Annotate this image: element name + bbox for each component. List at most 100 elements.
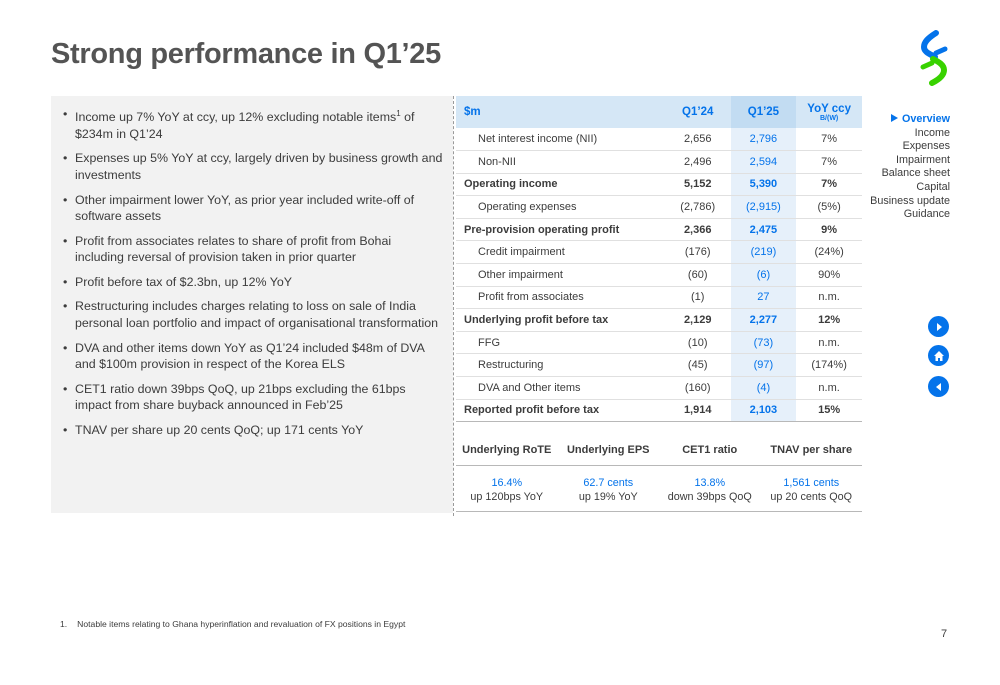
home-button[interactable] [928, 345, 949, 366]
row-label: Operating income [456, 172, 665, 197]
row-label: Other impairment [456, 263, 665, 287]
nav-item-income[interactable]: Income [914, 126, 950, 139]
panel-divider [453, 96, 454, 516]
cell-q125: 5,390 [730, 172, 797, 197]
kpi-strip: Underlying RoTE Underlying EPS CET1 rati… [456, 434, 862, 512]
cell-q124: (2,786) [664, 195, 731, 219]
nav-item-overview[interactable]: Overview [870, 113, 950, 127]
table-row: Credit impairment (176) (219) (24%) [456, 240, 862, 265]
nav-item-business-update[interactable]: Business update [870, 194, 950, 207]
table-row: Operating expenses (2,786) (2,915) (5%) [456, 195, 862, 219]
cell-yoy: 15% [796, 398, 862, 423]
commentary-panel: • Income up 7% YoY at ccy, up 12% excludi… [51, 96, 453, 513]
kpi-cell: 1,561 cents up 20 cents QoQ [761, 476, 863, 504]
cell-q125: 2,475 [730, 217, 797, 242]
cell-q125: 2,103 [730, 398, 797, 423]
bullet-item: • Profit from associates relates to share… [63, 233, 392, 265]
nav-item-balance-sheet[interactable]: Balance sheet [881, 167, 950, 180]
header-currency: $m [456, 96, 665, 128]
table-header-row: $m Q1’24 Q1’25 YoY ccy B/(W) [456, 96, 862, 128]
nav-item-expenses[interactable]: Expenses [902, 140, 950, 153]
cell-q125: 27 [730, 286, 797, 310]
kpi-sub: up 19% YoY [578, 491, 638, 503]
table-row: DVA and Other items (160) (4) n.m. [456, 376, 862, 400]
kpi-header-row: Underlying RoTE Underlying EPS CET1 rati… [456, 434, 862, 466]
bank-logo [920, 30, 948, 86]
header-q124: Q1’24 [664, 96, 731, 128]
kpi-values-row: 16.4% up 120bps YoY 62.7 cents up 19% YoY … [456, 466, 862, 504]
cell-yoy: (24%) [796, 240, 862, 265]
kpi-label: Underlying EPS [566, 444, 650, 456]
kpi-cell: 13.8% down 39bps QoQ [659, 476, 761, 504]
cell-q124: (176) [664, 240, 731, 265]
cell-yoy: 7% [796, 172, 862, 197]
cell-yoy: 12% [796, 308, 862, 332]
header-yoy: YoY ccy B/(W) [796, 96, 862, 128]
row-label: Pre-provision operating profit [456, 217, 665, 242]
row-label: Non-NII [456, 150, 665, 174]
table-row: Restructuring (45) (97) (174%) [456, 353, 862, 378]
nav-item-capital[interactable]: Capital [916, 180, 950, 193]
bullet-item: • Profit before tax of $2.3bn, up 12% YoY [63, 274, 292, 289]
bullet-item: • CET1 ratio down 39bps QoQ, up 21bps exc… [63, 381, 406, 413]
section-nav: Overview Income Expenses Impairment Bala… [870, 113, 950, 222]
cell-yoy: n.m. [796, 331, 862, 355]
cell-yoy: 7% [796, 128, 862, 152]
previous-slide-button[interactable] [928, 376, 949, 397]
cell-yoy: 9% [796, 217, 862, 242]
bullet-item: • Income up 7% YoY at ccy, up 12% excludi… [63, 107, 415, 141]
cell-q124: (1) [664, 286, 731, 310]
row-label: Restructuring [456, 353, 665, 378]
table-row: Reported profit before tax 1,914 2,103 15% [456, 398, 862, 423]
table-row: Net interest income (NII) 2,656 2,796 7% [456, 128, 862, 152]
kpi-value: 1,561 cents [783, 477, 840, 489]
cell-yoy: n.m. [796, 376, 862, 400]
kpi-cell: 62.7 cents up 19% YoY [558, 476, 660, 504]
row-label: FFG [456, 331, 665, 355]
bullet-item: • DVA and other items down YoY as Q1’24 i… [63, 340, 425, 372]
bullet-item: • Restructuring includes charges relating… [63, 299, 438, 331]
table-row: Other impairment (60) (6) 90% [456, 263, 862, 287]
nav-item-impairment[interactable]: Impairment [895, 153, 950, 166]
cell-q125: (97) [730, 353, 797, 378]
kpi-value: 16.4% [491, 477, 523, 489]
cell-q125: (6) [730, 263, 797, 287]
page-number: 7 [941, 628, 948, 640]
table-row: Pre-provision operating profit 2,366 2,475… [456, 217, 862, 242]
cell-yoy: 90% [796, 263, 862, 287]
nav-item-guidance[interactable]: Guidance [903, 208, 950, 221]
table-row: Underlying profit before tax 2,129 2,277 12… [456, 308, 862, 332]
kpi-cell: 16.4% up 120bps YoY [456, 476, 558, 504]
next-arrow-icon [936, 322, 942, 331]
cell-q124: 2,656 [664, 128, 731, 152]
cell-yoy: n.m. [796, 286, 862, 310]
row-label: Profit from associates [456, 286, 665, 310]
table-row: FFG (10) (73) n.m. [456, 331, 862, 355]
cell-q125: (4) [730, 376, 797, 400]
table-row: Non-NII 2,496 2,594 7% [456, 150, 862, 174]
row-label: Operating expenses [456, 195, 665, 219]
cell-q124: 2,129 [664, 308, 731, 332]
kpi-value: 62.7 cents [583, 477, 634, 489]
cell-q124: (160) [664, 376, 731, 400]
income-statement-table: $m Q1’24 Q1’25 YoY ccy B/(W) Net interest… [456, 96, 862, 423]
kpi-label: CET1 ratio [682, 444, 738, 456]
cell-yoy: 7% [796, 150, 862, 174]
cell-q124: (10) [664, 331, 731, 355]
kpi-label: Underlying RoTE [462, 444, 552, 456]
row-label: Reported profit before tax [456, 398, 665, 423]
next-slide-button[interactable] [928, 316, 949, 337]
table-row: Profit from associates (1) 27 n.m. [456, 286, 862, 310]
page-title: Strong performance in Q1’25 [51, 38, 441, 70]
cell-yoy: (174%) [796, 353, 862, 378]
cell-q125: (73) [730, 331, 797, 355]
kpi-value: 13.8% [694, 477, 726, 489]
cell-q124: 1,914 [664, 398, 731, 423]
cell-yoy: (5%) [796, 195, 862, 219]
cell-q124: (60) [664, 263, 731, 287]
row-label: Credit impairment [456, 240, 665, 265]
kpi-sub: up 120bps YoY [470, 491, 544, 503]
bullet-item: • Expenses up 5% YoY at ccy, largely driv… [63, 151, 443, 182]
home-icon [933, 350, 944, 361]
header-q125: Q1’25 [730, 96, 797, 128]
